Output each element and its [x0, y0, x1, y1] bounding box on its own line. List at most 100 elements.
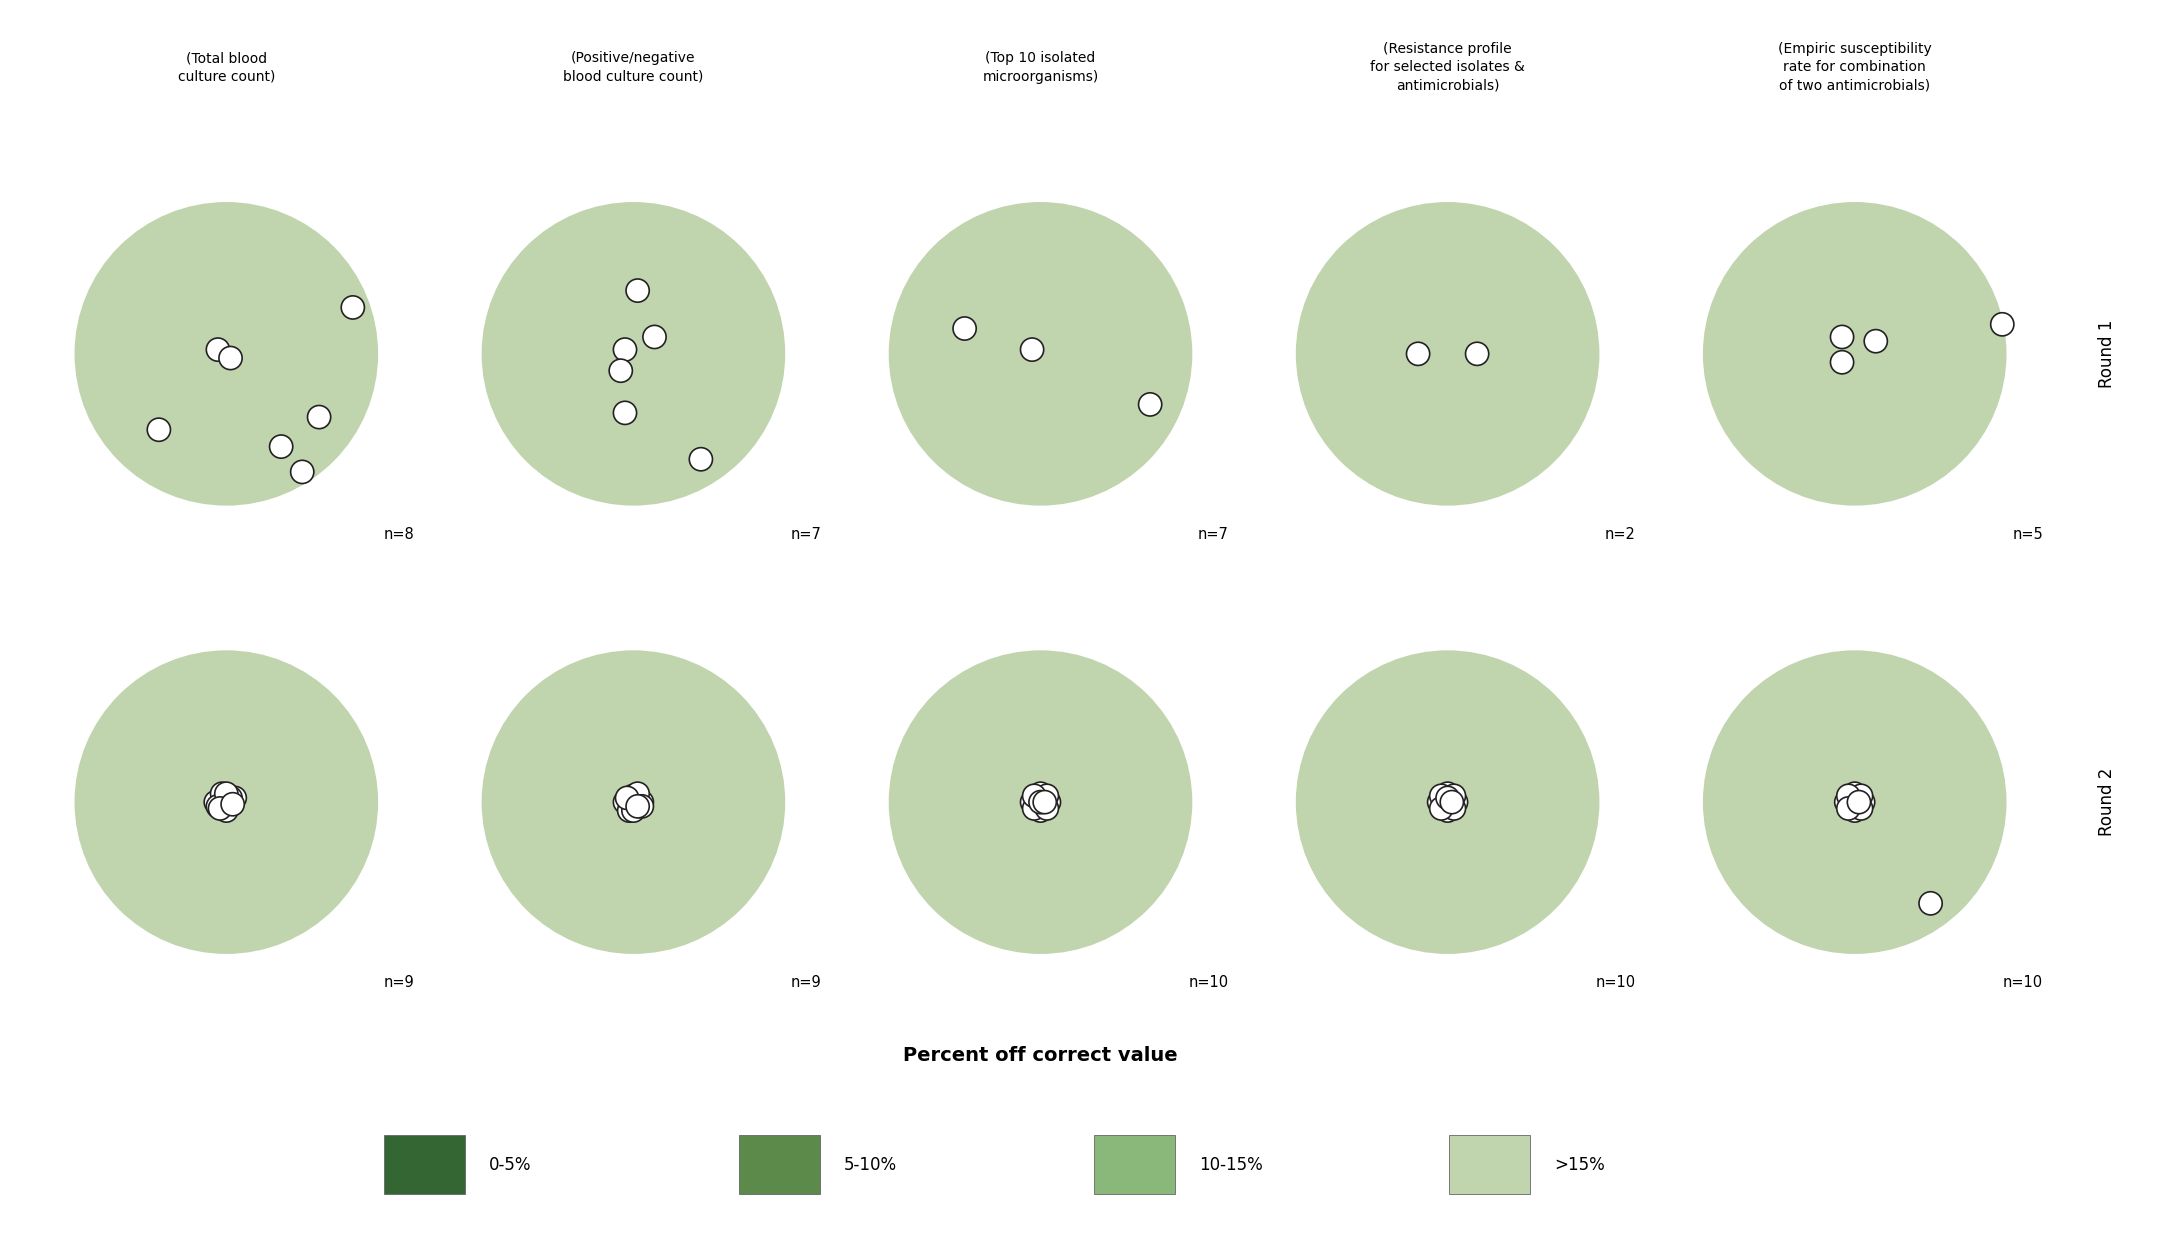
Circle shape [221, 793, 245, 816]
Text: Round 2: Round 2 [2098, 768, 2116, 836]
Circle shape [189, 316, 265, 391]
Circle shape [629, 790, 653, 814]
Text: (Positive/negative
blood culture count): (Positive/negative blood culture count) [564, 51, 703, 84]
Circle shape [1918, 892, 1942, 915]
Circle shape [74, 203, 378, 505]
Circle shape [219, 787, 243, 809]
Circle shape [519, 240, 746, 468]
Circle shape [1849, 784, 1873, 808]
Circle shape [148, 419, 171, 441]
Circle shape [308, 405, 330, 429]
Circle shape [610, 359, 631, 383]
Circle shape [625, 795, 649, 818]
Circle shape [269, 435, 293, 458]
Text: (Top 10 isolated
microorganisms): (Top 10 isolated microorganisms) [983, 51, 1098, 84]
Circle shape [74, 651, 378, 953]
Circle shape [1842, 782, 1866, 805]
Circle shape [341, 296, 365, 319]
Circle shape [1740, 688, 1968, 916]
FancyBboxPatch shape [1450, 1135, 1530, 1194]
Circle shape [1371, 278, 1523, 430]
Circle shape [616, 787, 638, 809]
Circle shape [1003, 316, 1078, 391]
Circle shape [927, 240, 1154, 468]
Circle shape [1779, 278, 1931, 430]
Circle shape [890, 651, 1191, 953]
Circle shape [1816, 764, 1892, 840]
Circle shape [953, 317, 976, 340]
Circle shape [519, 688, 746, 916]
Circle shape [927, 688, 1154, 916]
Circle shape [1990, 312, 2014, 336]
Text: n=10: n=10 [1189, 976, 1228, 990]
Circle shape [1851, 790, 1875, 814]
FancyBboxPatch shape [1094, 1135, 1174, 1194]
Circle shape [1037, 790, 1061, 814]
Circle shape [1437, 782, 1458, 805]
Circle shape [1406, 342, 1430, 366]
Circle shape [1465, 342, 1489, 366]
Circle shape [482, 203, 786, 505]
Circle shape [1831, 351, 1853, 374]
Circle shape [1779, 726, 1931, 878]
Circle shape [625, 279, 649, 303]
Circle shape [1035, 784, 1059, 808]
Text: n=7: n=7 [790, 527, 822, 542]
Circle shape [206, 338, 230, 361]
Circle shape [1703, 203, 2007, 505]
Circle shape [1849, 797, 1873, 820]
Circle shape [210, 782, 234, 805]
Circle shape [1430, 797, 1454, 820]
Circle shape [890, 203, 1191, 505]
Circle shape [614, 338, 636, 361]
Circle shape [1371, 726, 1523, 878]
Circle shape [558, 278, 710, 430]
Circle shape [1020, 790, 1044, 814]
Text: n=5: n=5 [2012, 527, 2042, 542]
Circle shape [623, 784, 644, 808]
Text: Percent off correct value: Percent off correct value [903, 1046, 1178, 1065]
Circle shape [623, 799, 644, 823]
Circle shape [1428, 790, 1452, 814]
Circle shape [1033, 790, 1057, 814]
Circle shape [1443, 784, 1465, 808]
Text: Round 1: Round 1 [2098, 320, 2116, 388]
Circle shape [1445, 790, 1467, 814]
Text: n=9: n=9 [384, 976, 414, 990]
Circle shape [1740, 240, 1968, 468]
Text: (Total blood
culture count): (Total blood culture count) [178, 51, 276, 84]
Circle shape [150, 726, 302, 878]
Circle shape [1836, 797, 1860, 820]
Circle shape [690, 447, 712, 471]
Circle shape [291, 461, 315, 483]
Circle shape [1139, 393, 1161, 416]
Circle shape [1295, 203, 1599, 505]
Text: n=10: n=10 [2003, 976, 2042, 990]
Circle shape [1864, 330, 1888, 353]
Circle shape [215, 799, 239, 823]
Circle shape [206, 795, 230, 818]
Circle shape [1831, 325, 1853, 348]
Circle shape [1703, 651, 2007, 953]
Circle shape [1816, 316, 1892, 391]
Circle shape [1335, 688, 1562, 916]
Text: n=8: n=8 [384, 527, 414, 542]
Circle shape [1022, 784, 1046, 808]
Text: (Resistance profile
for selected isolates &
antimicrobials): (Resistance profile for selected isolate… [1369, 42, 1526, 93]
Circle shape [1842, 799, 1866, 823]
Text: >15%: >15% [1554, 1156, 1606, 1173]
Circle shape [224, 787, 247, 809]
Circle shape [1437, 787, 1458, 809]
Circle shape [595, 316, 671, 391]
Circle shape [966, 726, 1115, 878]
Circle shape [1020, 338, 1044, 361]
Circle shape [1022, 797, 1046, 820]
Text: 0-5%: 0-5% [488, 1156, 532, 1173]
Circle shape [1029, 782, 1052, 805]
Text: n=7: n=7 [1198, 527, 1228, 542]
Circle shape [1437, 799, 1458, 823]
Circle shape [1441, 790, 1463, 814]
Text: (Empiric susceptibility
rate for combination
of two antimicrobials): (Empiric susceptibility rate for combina… [1777, 42, 1931, 93]
Circle shape [618, 799, 640, 823]
Circle shape [150, 278, 302, 430]
